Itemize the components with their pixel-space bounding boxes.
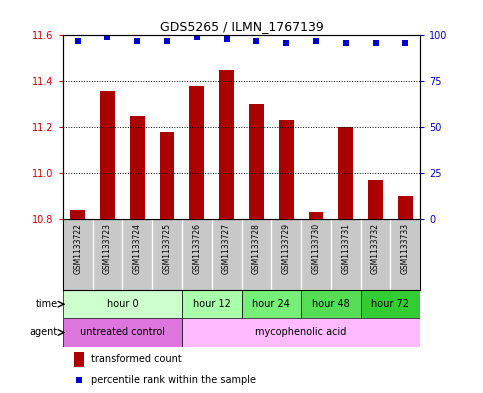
Point <box>193 34 201 40</box>
Text: GSM1133729: GSM1133729 <box>282 223 291 274</box>
Bar <box>368 180 383 219</box>
Text: mycophenolic acid: mycophenolic acid <box>256 327 347 338</box>
Bar <box>398 196 413 219</box>
Point <box>401 40 409 46</box>
Text: GSM1133733: GSM1133733 <box>401 223 410 274</box>
Point <box>282 40 290 46</box>
Bar <box>63 318 182 347</box>
Point <box>104 34 112 40</box>
Point <box>253 38 260 44</box>
Text: hour 24: hour 24 <box>252 299 290 309</box>
Text: hour 72: hour 72 <box>371 299 410 309</box>
Text: GSM1133723: GSM1133723 <box>103 223 112 274</box>
Bar <box>242 290 301 318</box>
Bar <box>100 90 115 219</box>
Text: GSM1133731: GSM1133731 <box>341 223 350 274</box>
Point <box>342 40 350 46</box>
Text: GSM1133728: GSM1133728 <box>252 223 261 274</box>
Text: hour 12: hour 12 <box>193 299 231 309</box>
Point <box>372 40 380 46</box>
Bar <box>279 120 294 219</box>
Bar <box>63 290 182 318</box>
Bar <box>249 104 264 219</box>
Bar <box>301 290 361 318</box>
Text: GSM1133730: GSM1133730 <box>312 223 320 274</box>
Bar <box>182 290 242 318</box>
Point <box>223 36 230 42</box>
Text: GSM1133725: GSM1133725 <box>163 223 171 274</box>
Bar <box>182 318 420 347</box>
Text: hour 48: hour 48 <box>312 299 350 309</box>
Text: GSM1133727: GSM1133727 <box>222 223 231 274</box>
Point <box>133 38 141 44</box>
Text: agent: agent <box>30 327 58 338</box>
Text: GSM1133724: GSM1133724 <box>133 223 142 274</box>
Text: untreated control: untreated control <box>80 327 165 338</box>
Text: GSM1133726: GSM1133726 <box>192 223 201 274</box>
Bar <box>130 116 145 219</box>
Point <box>163 38 171 44</box>
Bar <box>309 212 324 219</box>
Point <box>312 38 320 44</box>
Bar <box>73 352 84 367</box>
Text: transformed count: transformed count <box>91 354 182 364</box>
Bar <box>361 290 420 318</box>
Text: GSM1133732: GSM1133732 <box>371 223 380 274</box>
Title: GDS5265 / ILMN_1767139: GDS5265 / ILMN_1767139 <box>159 20 324 33</box>
Bar <box>70 210 85 219</box>
Text: hour 0: hour 0 <box>107 299 138 309</box>
Point <box>74 38 82 44</box>
Bar <box>219 70 234 219</box>
Bar <box>189 86 204 219</box>
Text: GSM1133722: GSM1133722 <box>73 223 82 274</box>
Bar <box>159 132 174 219</box>
Text: percentile rank within the sample: percentile rank within the sample <box>91 375 256 385</box>
Text: time: time <box>36 299 58 309</box>
Point <box>75 376 83 383</box>
Bar <box>338 127 353 219</box>
